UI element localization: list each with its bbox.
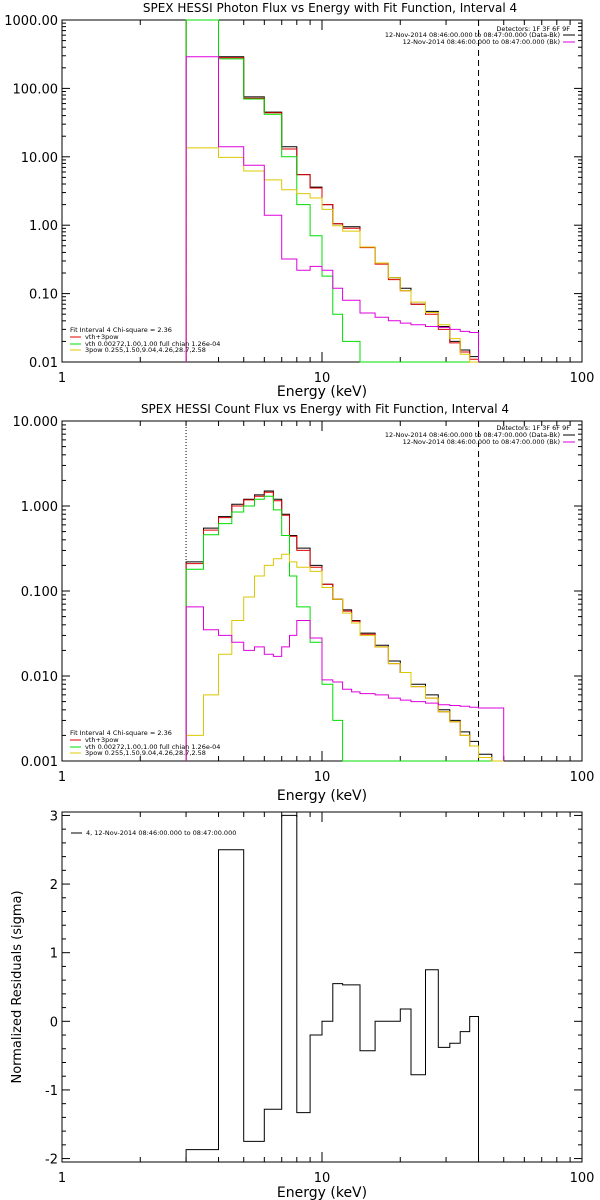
photon-flux-fit-line-4: 3pow 0.255,1.50,9.04,4.26,28.7,2.58: [85, 346, 206, 354]
y-tick-label: 1.00: [29, 219, 58, 234]
y-tick-label: 1: [50, 947, 58, 962]
residuals-series: [185, 814, 479, 1162]
residuals-legend-label: 4, 12-Nov-2014 08:46:00.000 to 08:47:00.…: [86, 829, 236, 837]
count-flux-info-line-2: 12-Nov-2014 08:46:00.000 to 08:47:00.000…: [385, 431, 560, 439]
count-flux-markers: [185, 421, 480, 761]
residuals-xlabel: Energy (keV): [277, 1185, 367, 1200]
y-tick-label: 10.00: [21, 151, 58, 166]
count-flux-series: [185, 490, 505, 762]
photon-flux-fit-line-1: Fit Interval 4 Chi-square = 2.36: [70, 326, 172, 334]
photon-flux-fit-legend: Fit Interval 4 Chi-square = 2.36 vth+3po…: [70, 326, 220, 354]
x-tick-label: 1: [58, 770, 66, 785]
y-tick-label: 1.000: [21, 500, 58, 515]
x-tick-label: 1: [58, 371, 66, 386]
photon-flux-x-ticks: 1 10 100: [58, 20, 595, 386]
y-tick-label: 1000.00: [4, 14, 58, 29]
count-flux-fit-legend: Fit Interval 4 Chi-square = 2.36 vth+3po…: [70, 729, 220, 757]
x-tick-label: 100: [570, 770, 595, 785]
series-4-12-nov-2014-08-46-00-000-to-08-47-00-000-step-line: [185, 814, 479, 1162]
x-tick-label: 10: [314, 770, 331, 785]
y-tick-label: 0.010: [21, 670, 58, 685]
count-flux-info-line-3: 12-Nov-2014 08:46:00.000 to 08:47:00.000…: [403, 438, 560, 446]
x-tick-label: 10: [314, 1171, 331, 1186]
count-flux-panel: SPEX HESSI Count Flux vs Energy with Fit…: [13, 402, 595, 804]
photon-flux-panel: SPEX HESSI Photon Flux vs Energy with Fi…: [4, 1, 594, 400]
x-tick-label: 1: [58, 1171, 66, 1186]
series-bk-step-line: [185, 606, 505, 761]
count-flux-fit-line-2: vth+3pow: [85, 736, 119, 744]
photon-flux-info-line-3: 12-Nov-2014 08:46:00.000 to 08:47:00.000…: [403, 38, 560, 46]
y-tick-label: 10.000: [13, 415, 59, 430]
photon-flux-fit-line-3: vth 0.00272,1.00,1.00 full chian 1.26e-0…: [85, 340, 220, 348]
residuals-panel: -2 -1 0 1 2 3 1 10 100 Energy (keV) Normalized …: [10, 809, 594, 1200]
photon-flux-info: Detectors: 1F 3F 6F 9F 12-Nov-2014 08:46…: [385, 25, 575, 46]
series-3pow-step-line: [185, 553, 504, 762]
y-tick-label: -2: [45, 1153, 58, 1168]
count-flux-title: SPEX HESSI Count Flux vs Energy with Fit…: [141, 402, 509, 416]
y-tick-label: 3: [50, 809, 58, 824]
y-tick-label: 0.001: [21, 755, 58, 770]
count-flux-fit-line-1: Fit Interval 4 Chi-square = 2.36: [70, 729, 172, 737]
photon-flux-y-ticks: 0.01 0.10 1.00 10.00 100.00 1000.00: [4, 14, 582, 371]
residuals-ylabel: Normalized Residuals (sigma): [10, 890, 25, 1083]
x-tick-label: 100: [570, 371, 595, 386]
y-tick-label: 0.10: [29, 288, 58, 303]
count-flux-info: Detectors: 1F 3F 6F 9F 12-Nov-2014 08:46…: [385, 424, 575, 446]
y-tick-label: 0.01: [29, 356, 58, 371]
photon-flux-title: SPEX HESSI Photon Flux vs Energy with Fi…: [143, 1, 517, 15]
series-vth-step-line: [185, 19, 479, 363]
series-vth-step-line: [185, 495, 504, 762]
photon-flux-series: [185, 19, 479, 363]
photon-flux-info-line-2: 12-Nov-2014 08:46:00.000 to 08:47:00.000…: [385, 31, 560, 39]
x-tick-label: 10: [314, 371, 331, 386]
y-tick-label: 100.00: [13, 82, 59, 97]
x-tick-label: 100: [570, 1171, 595, 1186]
residuals-x-ticks: 1 10 100: [58, 812, 595, 1186]
photon-flux-fit-line-2: vth+3pow: [85, 333, 119, 341]
count-flux-info-line-1: Detectors: 1F 3F 6F 9F: [496, 424, 570, 432]
photon-flux-xlabel: Energy (keV): [277, 384, 367, 400]
y-tick-label: -1: [45, 1084, 58, 1099]
count-flux-xlabel: Energy (keV): [277, 788, 367, 804]
count-flux-fit-line-4: 3pow 0.255,1.50,9.04,4.26,28.7,2.58: [85, 749, 206, 757]
y-tick-label: 0: [50, 1015, 58, 1030]
count-flux-y-ticks: 0.001 0.010 0.100 1.000 10.000: [13, 415, 582, 770]
y-tick-label: 2: [50, 878, 58, 893]
residuals-y-ticks: -2 -1 0 1 2 3: [45, 809, 582, 1168]
series-bk-step-line: [185, 56, 479, 362]
photon-flux-info-line-1: Detectors: 1F 3F 6F 9F: [496, 25, 570, 33]
count-flux-fit-line-3: vth 0.00272,1.00,1.00 full chian 1.26e-0…: [85, 743, 220, 751]
y-tick-label: 0.100: [21, 585, 58, 600]
